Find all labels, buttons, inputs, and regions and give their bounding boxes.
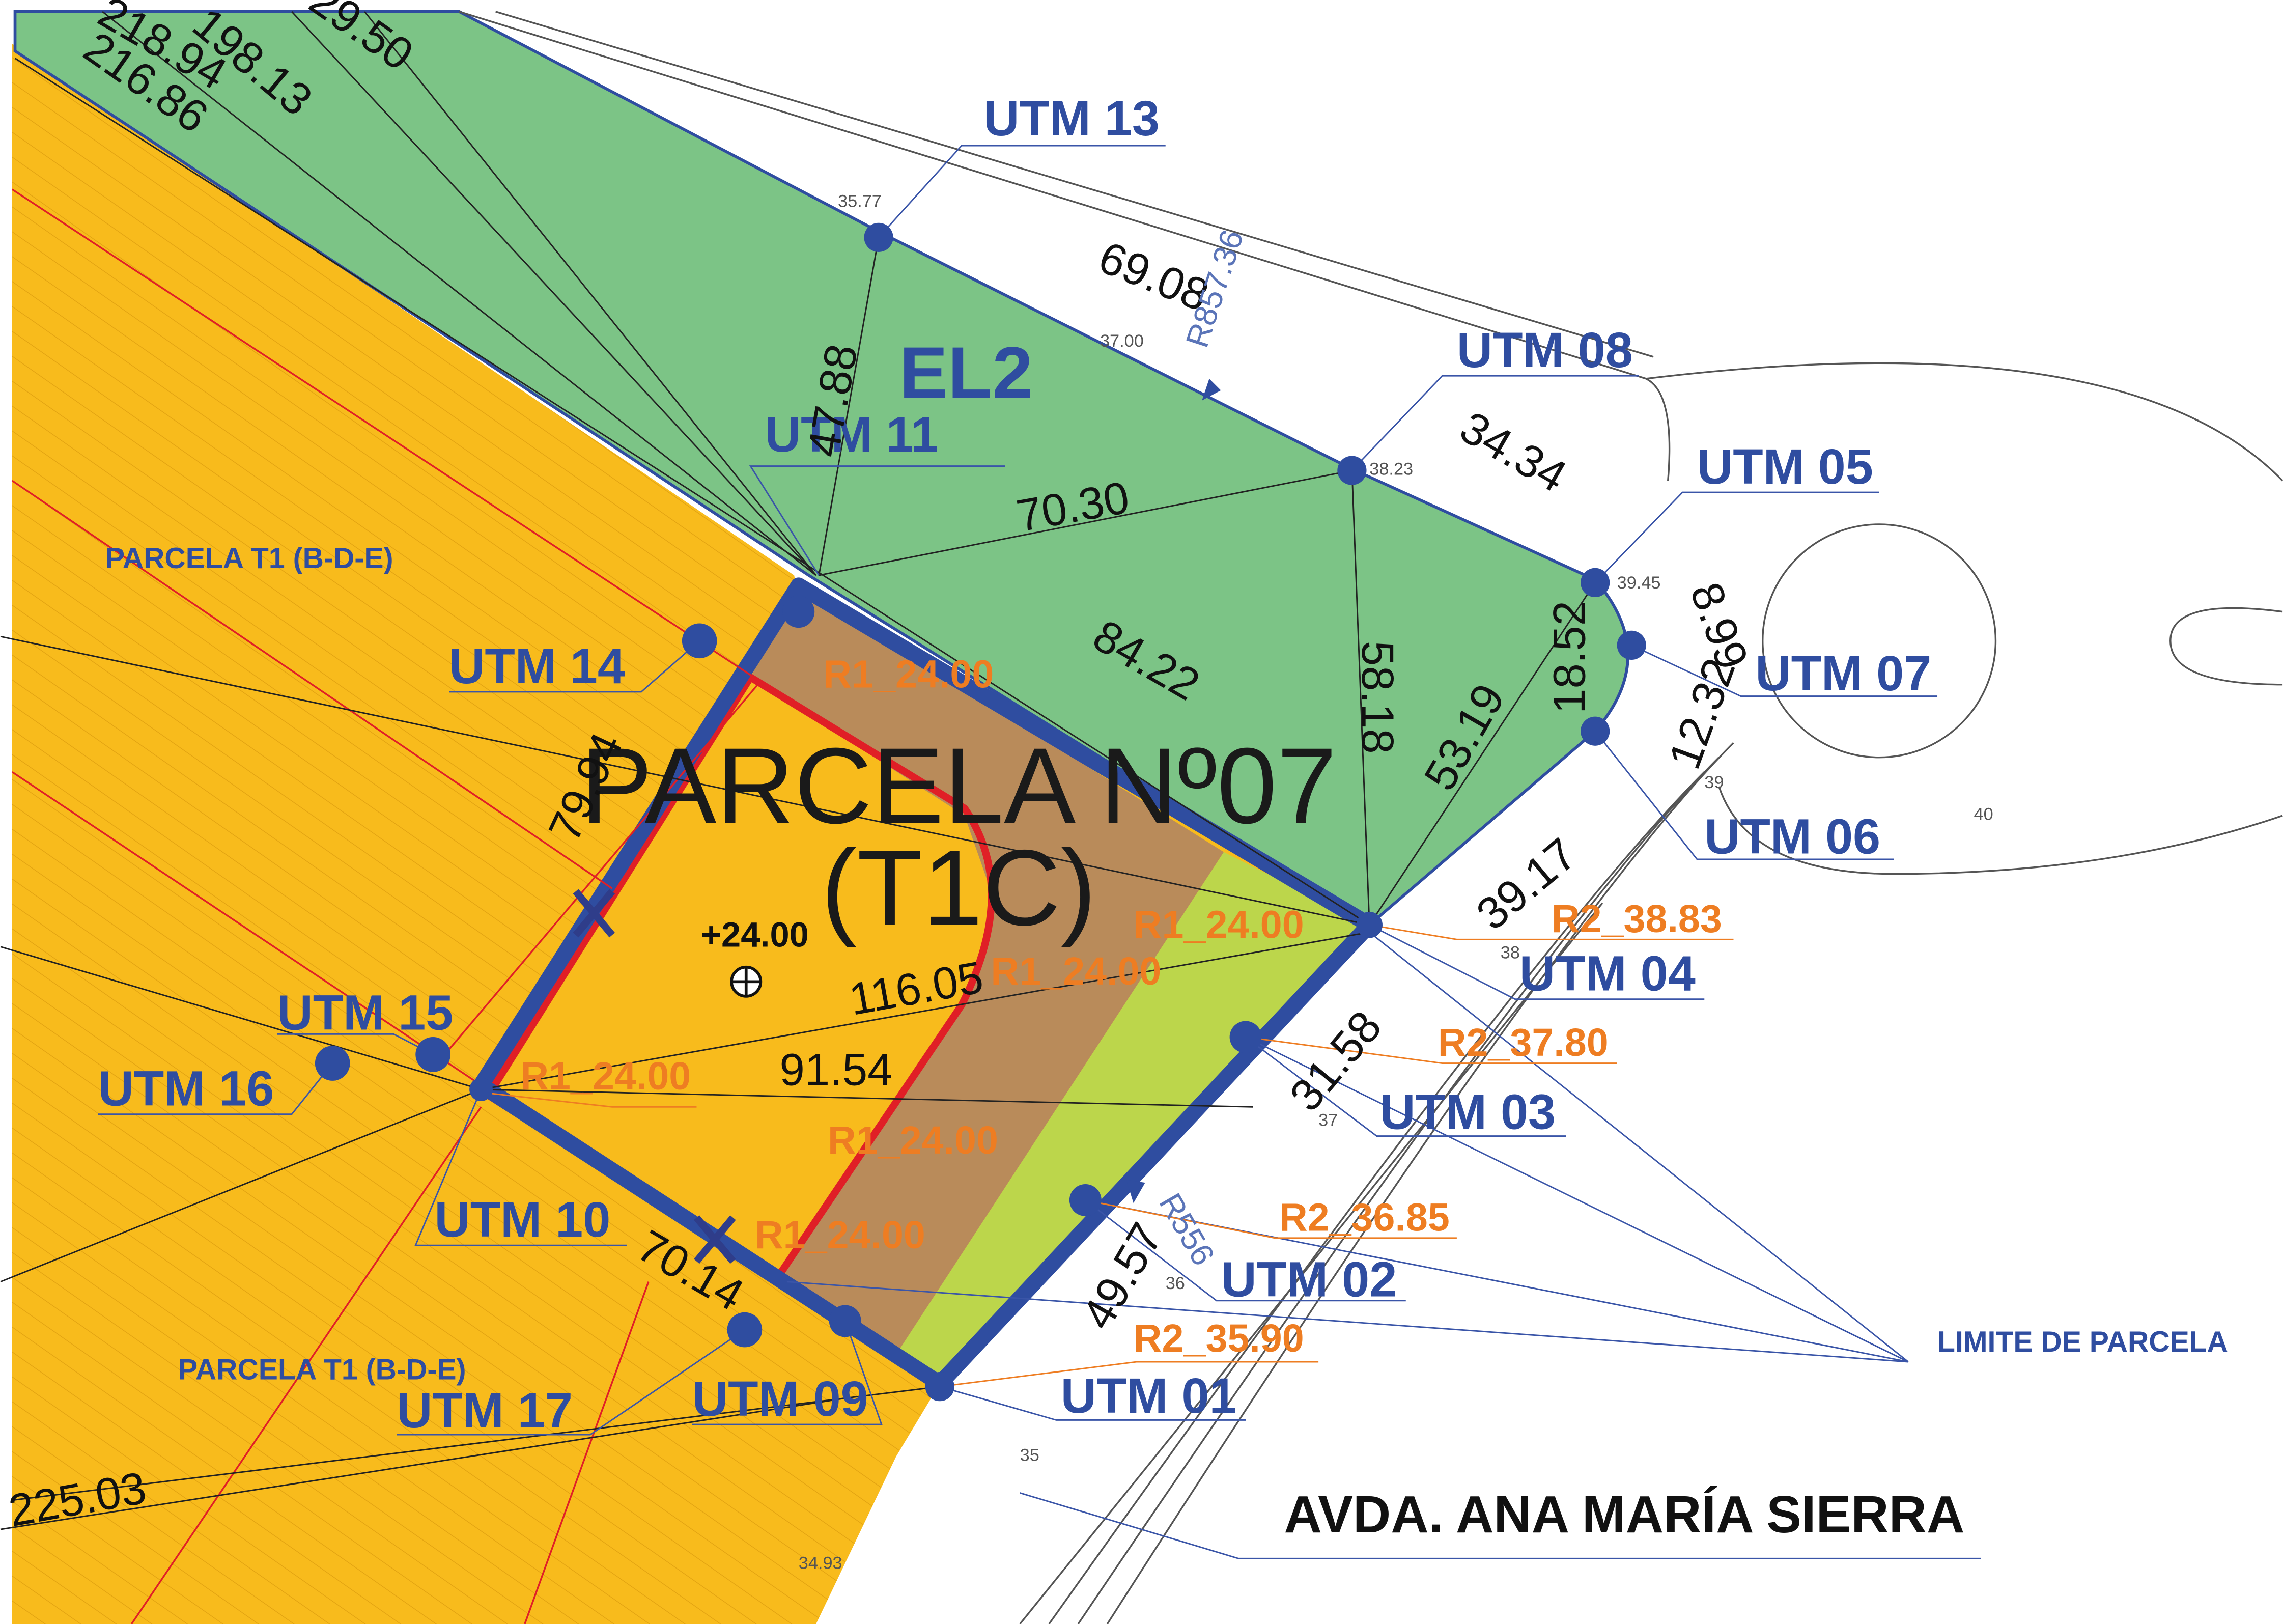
spot-level: 34.93	[799, 1553, 842, 1573]
spot-level: 35	[1020, 1446, 1039, 1465]
utm-label: UTM 10	[434, 1192, 610, 1247]
spot-level: 37.00	[1100, 331, 1144, 351]
radius-label: R2_35.90	[1134, 1317, 1304, 1360]
utm-label: UTM 01	[1061, 1368, 1237, 1423]
spot-level: 39.45	[1617, 573, 1661, 593]
utm-label: UTM 14	[449, 638, 625, 694]
spot-level: 38	[1501, 943, 1520, 963]
elevation: +24.00	[701, 915, 809, 955]
utm-label: UTM 02	[1221, 1251, 1397, 1307]
utm-label: UTM 08	[1457, 322, 1633, 378]
radius-label: R1_24.00	[755, 1213, 925, 1257]
spot-level: 36	[1166, 1274, 1185, 1293]
utm-label: UTM 17	[397, 1383, 573, 1438]
radius-label: R1_24.00	[520, 1054, 691, 1098]
neighbor-parcel: PARCELA T1 (B-D-E)	[178, 1353, 466, 1386]
parcel-subtitle: (T1C)	[821, 827, 1096, 948]
utm-label: UTM 06	[1704, 809, 1880, 864]
utm-label: UTM 05	[1697, 439, 1873, 494]
spot-level: 39	[1704, 773, 1724, 792]
zone-label: EL2	[899, 332, 1033, 413]
radius-label: R1_24.00	[823, 652, 994, 696]
utm-label: UTM 07	[1755, 646, 1931, 701]
utm-label: UTM 15	[277, 985, 454, 1041]
spot-level: 35.77	[838, 191, 882, 211]
radius-label: R1_24.00	[991, 949, 1161, 993]
radius-label: R2_38.83	[1552, 897, 1722, 941]
street-name: AVDA. ANA MARÍA SIERRA	[1284, 1485, 1964, 1544]
spot-level: 38.23	[1369, 460, 1413, 479]
boundary-label: LIMITE DE PARCELA	[1937, 1326, 2228, 1358]
utm-label: UTM 16	[98, 1060, 274, 1116]
utm-label: UTM 13	[983, 91, 1160, 146]
dimension: 58.18	[1352, 641, 1403, 754]
utm-label: UTM 09	[692, 1371, 868, 1426]
spot-level: 40	[1974, 805, 1993, 824]
radius-label: R2_36.85	[1279, 1196, 1450, 1240]
radius-label: R1_24.00	[1134, 903, 1304, 946]
radius-label: R1_24.00	[828, 1118, 998, 1162]
radius-label: R2_37.80	[1438, 1021, 1609, 1065]
neighbor-parcel: PARCELA T1 (B-D-E)	[105, 542, 393, 575]
site-plan: PARCELA Nº07 (T1C) EL2 +24.00 AVDA. ANA …	[0, 0, 2283, 1624]
dimension: 18.52	[1544, 601, 1595, 714]
utm-label: UTM 03	[1379, 1084, 1556, 1139]
utm-label: UTM 04	[1519, 945, 1696, 1001]
dimension: 91.54	[780, 1044, 893, 1095]
spot-level: 37	[1318, 1111, 1338, 1130]
